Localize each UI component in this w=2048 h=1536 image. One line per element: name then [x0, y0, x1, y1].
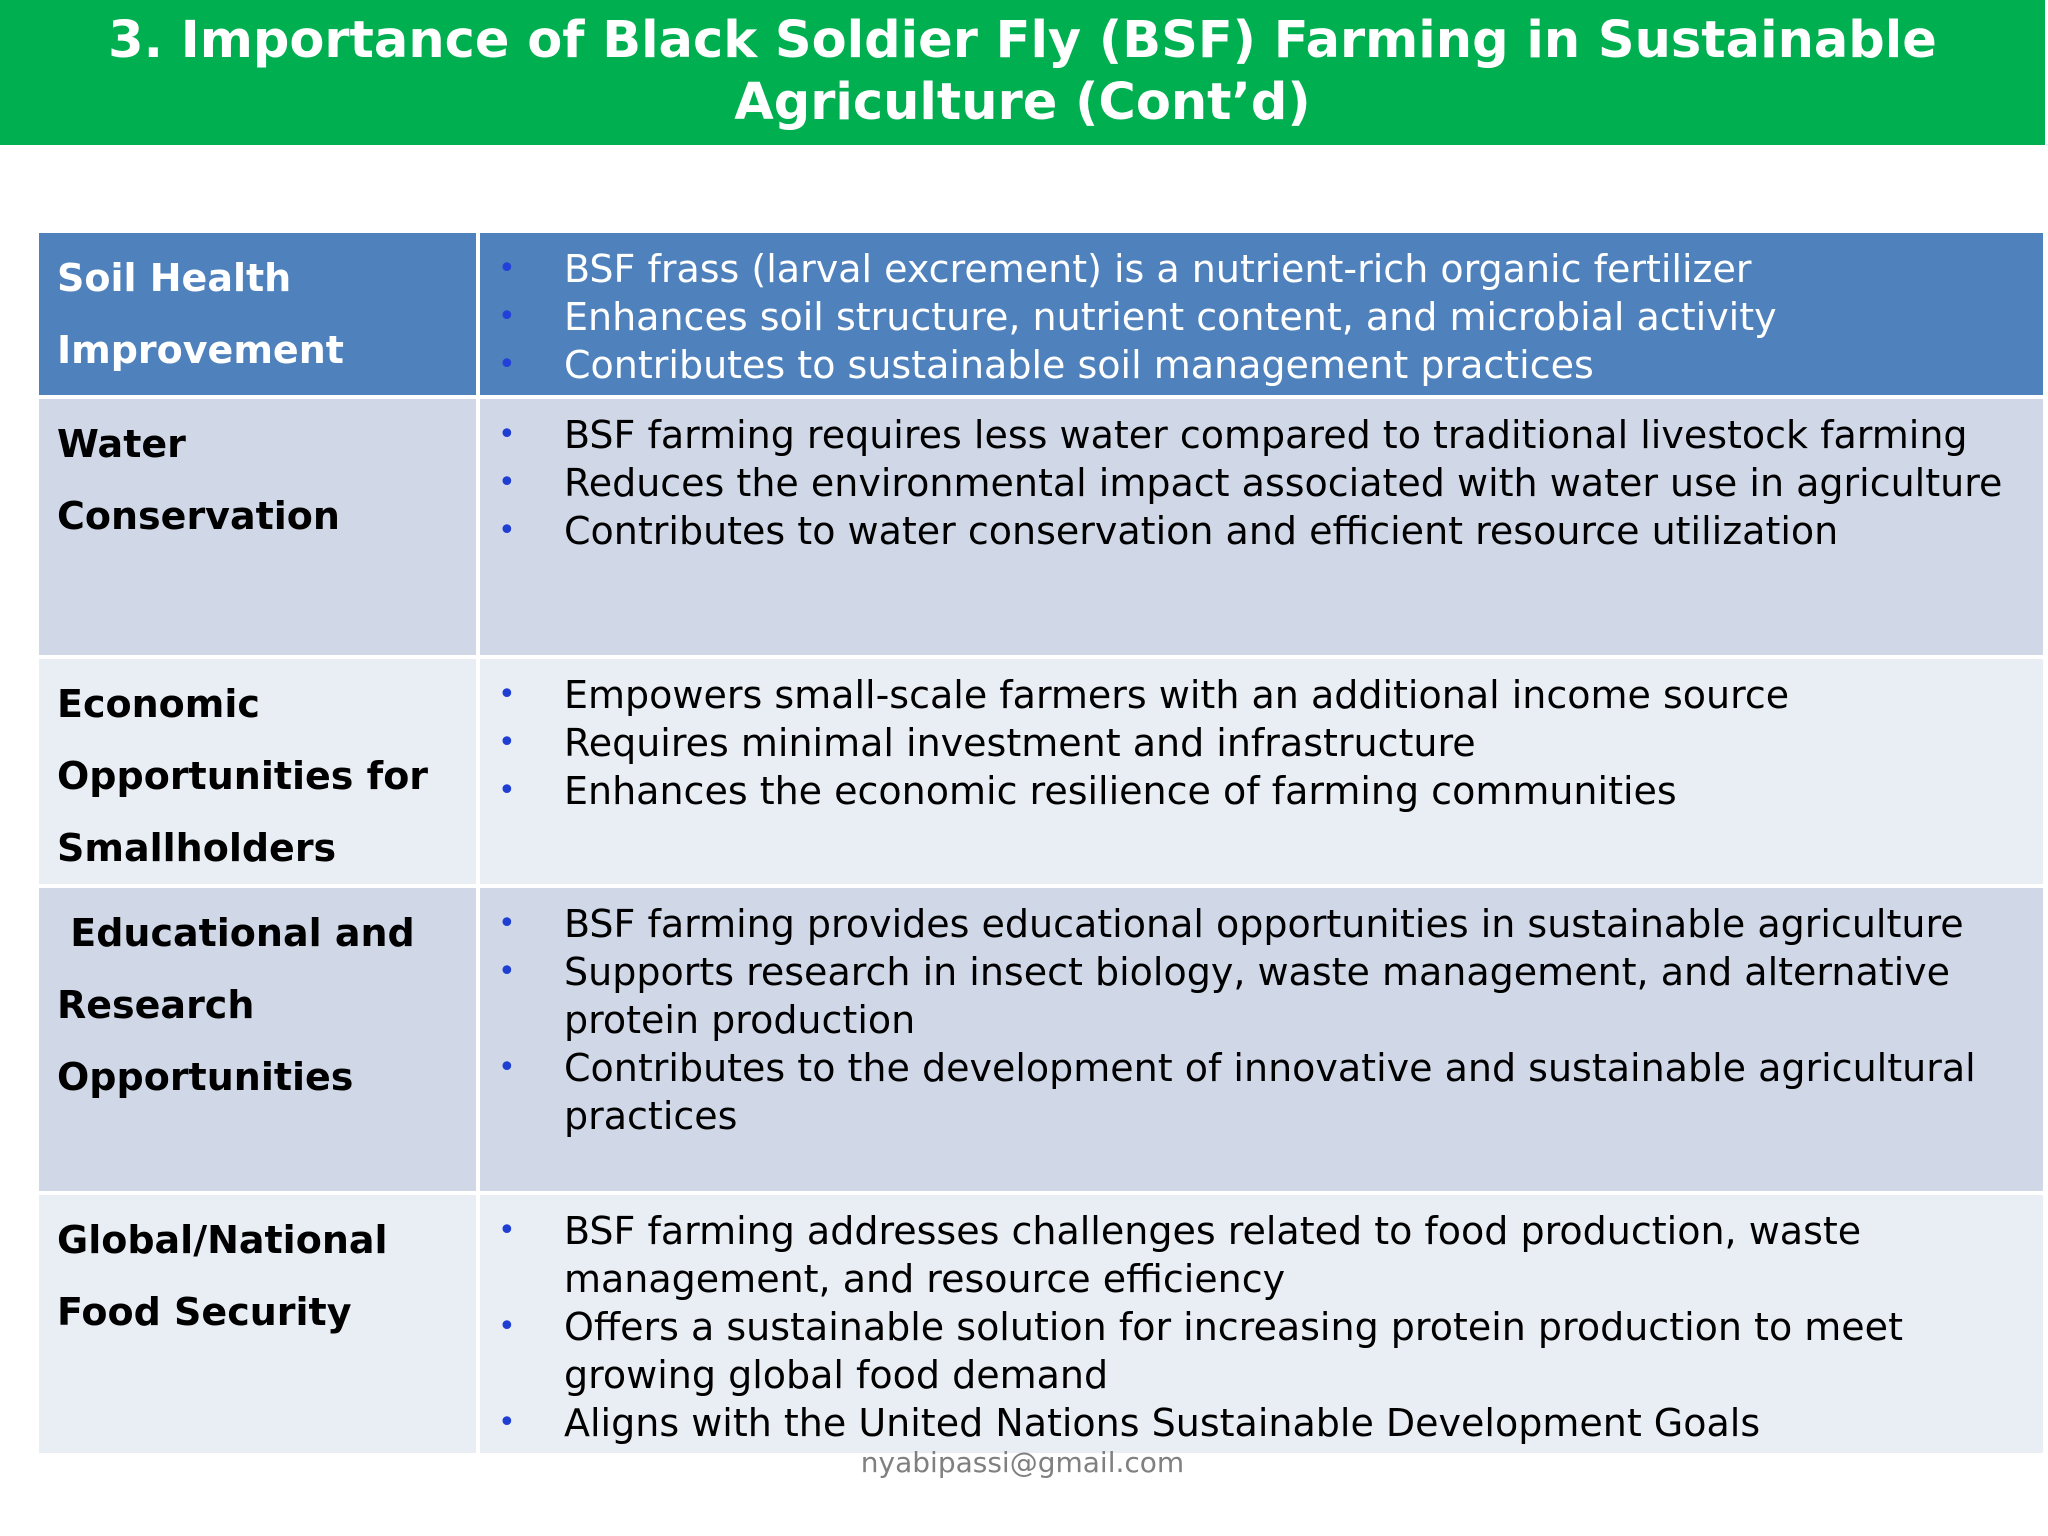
bullet-list: • BSF frass (larval excrement) is a nutri… [480, 245, 2031, 389]
bullet-item: • Enhances the economic resilience of far… [498, 769, 1677, 813]
bullet-item: • Reduces the environmental impact associ… [498, 461, 2003, 505]
category-label-line: Educational and [57, 911, 415, 955]
table-row-water-conservation: Water Conservation • BSF farming requires… [35, 395, 2047, 659]
bullet-dot-icon: • [498, 906, 516, 941]
category-label-line: Water [57, 422, 186, 466]
bullet-item: • Requires minimal investment and infrast… [498, 721, 1476, 765]
bullet-dot-icon: • [498, 677, 516, 712]
category-cell: Water Conservation [35, 395, 480, 659]
description-cell: • Empowers small-scale farmers with an ad… [476, 655, 2047, 888]
category-cell: Global/National Food Security [35, 1191, 480, 1457]
bullet-dot-icon: • [498, 417, 516, 452]
bullet-dot-icon: • [498, 465, 516, 500]
bullet-dot-icon: • [498, 513, 516, 548]
category-label-line: Economic [57, 682, 260, 726]
bullet-item: • BSF farming requires less water compare… [498, 413, 1968, 457]
table-row-food-security: Global/National Food Security • BSF farmi… [35, 1191, 2047, 1457]
description-cell: • BSF farming requires less water compare… [476, 395, 2047, 659]
bullet-dot-icon: • [498, 1213, 516, 1248]
bullet-item: • Contributes to sustainable soil managem… [498, 343, 1594, 387]
bullet-item: • Supports research in insect biology, wa… [498, 950, 1951, 1042]
bullet-item: • BSF farming provides educational opport… [498, 902, 1964, 946]
bullet-dot-icon: • [498, 1050, 516, 1085]
bullet-list: • Empowers small-scale farmers with an ad… [480, 671, 2031, 815]
bullet-item: • Aligns with the United Nations Sustaina… [498, 1401, 1761, 1445]
slide-title: 3. Importance of Black Soldier Fly (BSF)… [43, 10, 2003, 134]
footer-email: nyabipassi@gmail.com [860, 1446, 1185, 1479]
category-label-line: Opportunities [57, 1055, 354, 1099]
description-cell: • BSF frass (larval excrement) is a nutri… [476, 229, 2047, 399]
bullet-item: • BSF frass (larval excrement) is a nutri… [498, 247, 1752, 291]
bullet-dot-icon: • [498, 251, 516, 286]
bullet-dot-icon: • [498, 725, 516, 760]
bullet-dot-icon: • [498, 1405, 516, 1440]
category-label-line: Improvement [57, 328, 344, 372]
category-label-line: Soil Health [57, 256, 292, 300]
bullet-item: • Contributes to water conservation and e… [498, 509, 1839, 553]
bullet-dot-icon: • [498, 954, 516, 989]
category-label-line: Global/National [57, 1218, 388, 1262]
bullet-dot-icon: • [498, 347, 516, 382]
bullet-list: • BSF farming provides educational opport… [480, 900, 2031, 1140]
category-label-line: Research [57, 983, 255, 1027]
bullet-list: • BSF farming addresses challenges relate… [480, 1207, 2031, 1447]
category-label-line: Opportunities for [57, 754, 429, 798]
category-label-line: Conservation [57, 494, 340, 538]
table-row-educational-research: Educational and Research Opportunities •… [35, 884, 2047, 1195]
bullet-item: • Enhances soil structure, nutrient conte… [498, 295, 1777, 339]
bullet-item: • Empowers small-scale farmers with an ad… [498, 673, 1790, 717]
bullet-item: • BSF farming addresses challenges relate… [498, 1209, 1862, 1301]
bullet-dot-icon: • [498, 1309, 516, 1344]
description-cell: • BSF farming addresses challenges relate… [476, 1191, 2047, 1457]
category-cell: Soil Health Improvement [35, 229, 480, 399]
bullet-dot-icon: • [498, 773, 516, 808]
table-row-economic-opportunities: Economic Opportunities for Smallholders … [35, 655, 2047, 888]
bullet-item: • Contributes to the development of innov… [498, 1046, 1976, 1138]
title-bar: 3. Importance of Black Soldier Fly (BSF)… [0, 0, 2045, 145]
category-label-line: Smallholders [57, 826, 337, 870]
category-cell: Educational and Research Opportunities [35, 884, 480, 1195]
description-cell: • BSF farming provides educational opport… [476, 884, 2047, 1195]
bullet-dot-icon: • [498, 299, 516, 334]
table-row-soil-health: Soil Health Improvement • BSF frass (larv… [35, 229, 2047, 399]
content-table: Soil Health Improvement • BSF frass (larv… [35, 229, 2047, 1457]
category-label-line: Food Security [57, 1290, 352, 1334]
bullet-list: • BSF farming requires less water compare… [480, 411, 2031, 555]
bullet-item: • Offers a sustainable solution for incre… [498, 1305, 1903, 1397]
slide-title-line-1: 3. Importance of Black Soldier Fly (BSF)… [108, 10, 1937, 70]
slide-title-line-2: Agriculture (Cont’d) [734, 72, 1311, 132]
category-cell: Economic Opportunities for Smallholders [35, 655, 480, 888]
